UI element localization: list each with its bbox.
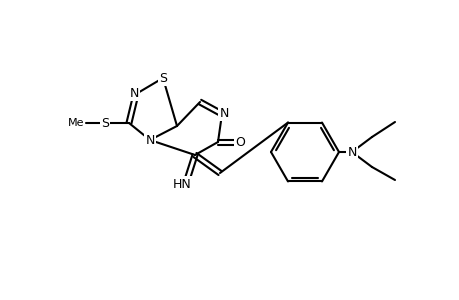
Text: N: N: [347, 146, 356, 158]
Text: N: N: [129, 86, 138, 100]
Text: N: N: [145, 134, 154, 146]
Text: S: S: [159, 71, 167, 85]
Text: HN: HN: [172, 178, 191, 190]
Text: N: N: [219, 106, 228, 119]
Text: O: O: [235, 136, 244, 148]
Text: Me: Me: [67, 118, 84, 128]
Text: S: S: [101, 116, 109, 130]
